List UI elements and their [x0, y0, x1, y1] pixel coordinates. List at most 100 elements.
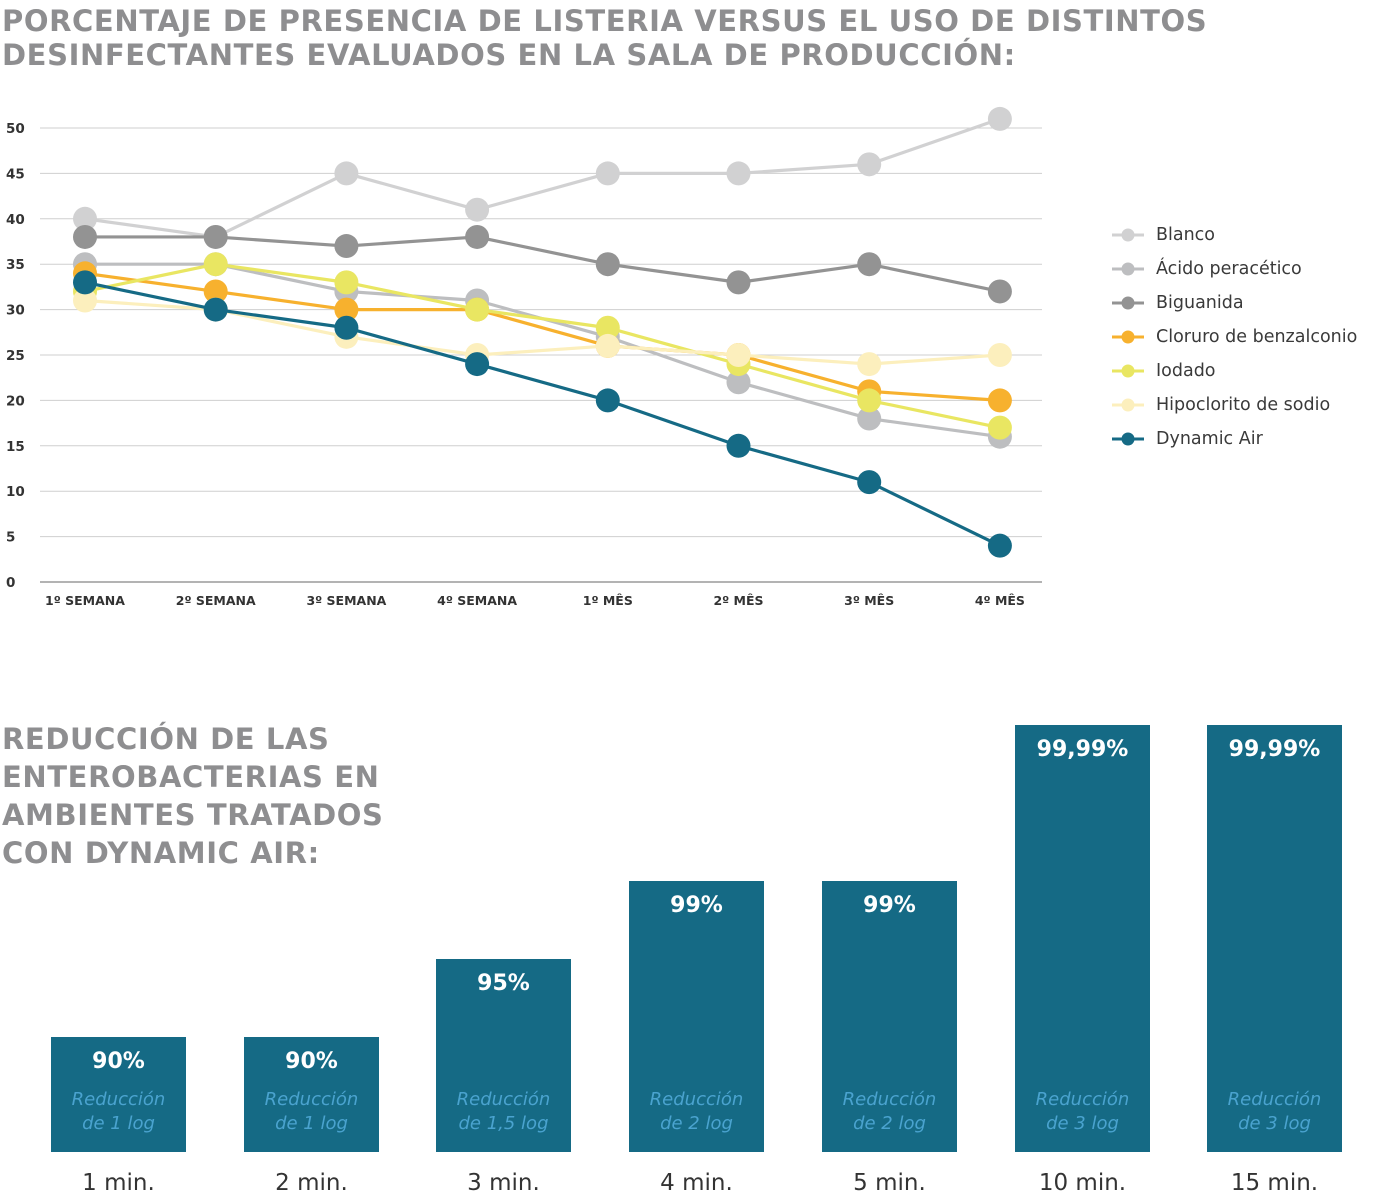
legend-item: Biguanida: [1112, 286, 1357, 320]
data-point: [73, 288, 97, 313]
legend-label: Blanco: [1156, 225, 1216, 245]
y-tick-label: 15: [6, 439, 25, 455]
bar-reduction-note-line: Reducción: [456, 1089, 551, 1110]
bar-reduction-note-line: de 1 log: [82, 1113, 155, 1134]
bar-reduction-note: Reducción de 3 log: [1015, 1088, 1150, 1136]
data-point: [334, 234, 359, 259]
data-point: [203, 279, 228, 304]
data-point: [857, 406, 882, 431]
bar-value-label: 99,99%: [1036, 737, 1129, 762]
bar: 90% Reducción de 1 log: [51, 1037, 186, 1152]
data-point: [987, 279, 1012, 304]
data-point: [726, 370, 751, 395]
line-chart-legend: Blanco Ácido peracético Biguanida Cloruro d…: [1112, 218, 1357, 456]
data-point: [857, 352, 882, 377]
data-point: [987, 388, 1012, 413]
legend-item: Iodado: [1112, 354, 1357, 388]
y-tick-label: 40: [6, 212, 25, 228]
data-point: [595, 252, 620, 277]
data-point: [334, 270, 359, 295]
bar-value-label: 99%: [863, 893, 916, 918]
bar-category-label: 3 min.: [467, 1170, 540, 1196]
legend-swatch: [1112, 432, 1144, 446]
bar: 95% Reducción de 1,5 log: [436, 959, 571, 1152]
data-point: [203, 224, 228, 249]
line-chart: 0 5 10 15 20 25 30 35 40 45 50 1º SEMANA 2º SEMANA 3…: [6, 106, 1042, 608]
bar-category-label: 2 min.: [275, 1170, 348, 1196]
legend-item: Blanco: [1112, 218, 1357, 252]
bar-category-label: 5 min.: [853, 1170, 926, 1196]
series-biguanida: [73, 224, 1012, 304]
data-point: [465, 297, 490, 322]
y-tick-label: 5: [6, 530, 15, 546]
bar-category-label: 4 min.: [660, 1170, 733, 1196]
data-point: [334, 315, 359, 340]
bar-reduction-note-line: Reducción: [842, 1089, 937, 1110]
bar-category-label: 1 min.: [82, 1170, 155, 1196]
bar-value-label: 90%: [92, 1049, 145, 1074]
legend-swatch: [1112, 262, 1144, 276]
legend-label: Ácido peracético: [1156, 259, 1302, 279]
legend-item: Dynamic Air: [1112, 422, 1357, 456]
bar-reduction-note-line: de 1,5 log: [458, 1113, 549, 1134]
bar-reduction-note-line: de 2 log: [853, 1113, 926, 1134]
x-axis-ticks: 1º SEMANA 2º SEMANA 3º SEMANA 4º SEMANA 1º M…: [45, 593, 1025, 608]
y-axis-ticks: 0 5 10 15 20 25 30 35 40 45 50: [6, 121, 25, 591]
y-tick-label: 20: [6, 393, 25, 409]
data-point: [595, 388, 620, 413]
data-point: [595, 315, 620, 340]
bar-chart-title: REDUCCIÓN DE LAS ENTEROBACTERIAS EN AMBI…: [2, 720, 422, 872]
data-point: [465, 197, 490, 222]
data-point: [987, 533, 1012, 558]
bar-reduction-note-line: de 1 log: [275, 1113, 348, 1134]
legend-label: Biguanida: [1156, 293, 1244, 313]
bar-reduction-note-line: Reducción: [1035, 1089, 1130, 1110]
data-point: [857, 252, 882, 277]
y-tick-label: 10: [6, 484, 25, 500]
bar-value-label: 95%: [477, 971, 530, 996]
bar: 99,99% Reducción de 3 log: [1015, 725, 1150, 1152]
series-line: [84, 117, 1001, 239]
x-tick-label: 1º MÊS: [583, 593, 633, 608]
legend-swatch: [1112, 228, 1144, 242]
bar-reduction-note: Reducción de 3 log: [1207, 1088, 1342, 1136]
bar-reduction-note-line: de 3 log: [1046, 1113, 1119, 1134]
y-tick-label: 45: [6, 166, 25, 182]
bar-reduction-note: Reducción de 1 log: [51, 1088, 186, 1136]
y-tick-label: 25: [6, 348, 25, 364]
series-layer: [73, 106, 1012, 558]
x-tick-label: 3º SEMANA: [306, 593, 386, 608]
line-chart-title-line-2: DESINFECTANTES EVALUADOS EN LA SALA DE P…: [2, 38, 1016, 72]
y-tick-label: 0: [6, 575, 15, 591]
data-point: [857, 470, 882, 495]
bar-value-label: 90%: [285, 1049, 338, 1074]
bar-reduction-note-line: Reducción: [264, 1089, 359, 1110]
data-point: [334, 161, 359, 186]
bar-value-label: 99%: [670, 893, 723, 918]
data-point: [987, 415, 1012, 440]
data-point: [595, 333, 620, 358]
data-point: [73, 270, 97, 295]
bar-reduction-note: Reducción de 1,5 log: [436, 1088, 571, 1136]
bar-chart-title-line-3: AMBIENTES TRATADOS: [2, 798, 384, 832]
data-point: [726, 343, 751, 367]
bar: 90% Reducción de 1 log: [244, 1037, 379, 1152]
series-line: [84, 262, 1001, 430]
bar-reduction-note-line: Reducción: [1227, 1089, 1322, 1110]
x-tick-label: 4º MÊS: [975, 593, 1025, 608]
legend-swatch: [1112, 296, 1144, 310]
legend-label: Cloruro de benzalconio: [1156, 327, 1358, 347]
legend-swatch: [1112, 364, 1144, 378]
bar-reduction-note: Reducción de 1 log: [244, 1088, 379, 1136]
bar-value-label: 99,99%: [1228, 737, 1321, 762]
bar-reduction-note: Reducción de 2 log: [629, 1088, 764, 1136]
legend-item: Ácido peracético: [1112, 252, 1357, 286]
data-point: [73, 224, 97, 249]
data-point: [73, 206, 97, 231]
data-point: [987, 343, 1012, 367]
bar-chart-title-line-4: CON DYNAMIC AIR:: [2, 836, 320, 870]
legend-swatch: [1112, 398, 1144, 412]
bar: 99% Reducción de 2 log: [822, 881, 957, 1152]
x-tick-label: 4º SEMANA: [437, 593, 517, 608]
